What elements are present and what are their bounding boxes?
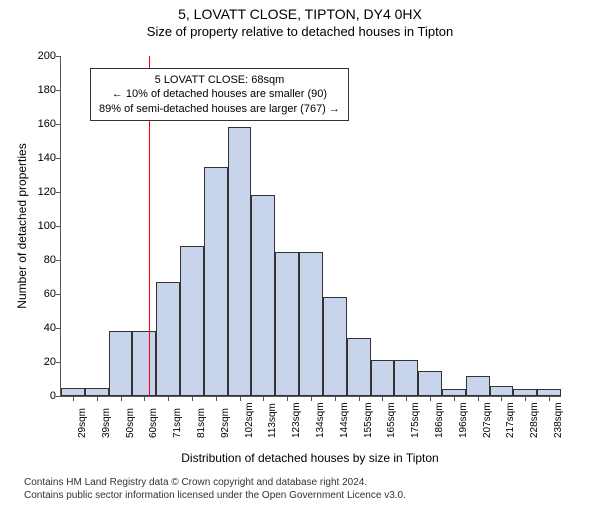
x-tick-mark — [144, 396, 145, 401]
annotation-line1: 5 LOVATT CLOSE: 68sqm — [99, 73, 340, 87]
x-tick-mark — [192, 396, 193, 401]
histogram-bar — [156, 282, 180, 396]
y-tick-label: 120 — [16, 186, 56, 198]
x-tick-mark — [311, 396, 312, 401]
x-tick-label: 60sqm — [148, 408, 159, 438]
y-tick-mark — [56, 226, 61, 227]
x-tick-mark — [97, 396, 98, 401]
y-tick-label: 180 — [16, 84, 56, 96]
histogram-bar — [85, 388, 109, 397]
y-tick-mark — [56, 124, 61, 125]
x-tick-label: 238sqm — [553, 402, 564, 438]
x-tick-mark — [263, 396, 264, 401]
histogram-bar — [204, 167, 228, 397]
x-tick-mark — [430, 396, 431, 401]
x-tick-mark — [168, 396, 169, 401]
x-tick-label: 50sqm — [125, 408, 136, 438]
x-tick-label: 113sqm — [267, 403, 278, 438]
x-tick-mark — [454, 396, 455, 401]
page-subtitle: Size of property relative to detached ho… — [0, 24, 600, 39]
y-tick-label: 140 — [16, 152, 56, 164]
x-tick-mark — [478, 396, 479, 401]
y-tick-label: 0 — [16, 390, 56, 402]
histogram-bar — [418, 371, 442, 397]
histogram-bar — [490, 386, 514, 396]
x-tick-label: 196sqm — [458, 402, 469, 438]
histogram-bar — [61, 388, 85, 397]
page-title: 5, LOVATT CLOSE, TIPTON, DY4 0HX — [0, 6, 600, 22]
histogram-bar — [299, 252, 323, 397]
y-tick-mark — [56, 192, 61, 193]
x-tick-label: 92sqm — [220, 408, 231, 438]
x-tick-label: 144sqm — [339, 402, 350, 438]
y-tick-label: 60 — [16, 288, 56, 300]
histogram-bar — [394, 360, 418, 396]
x-tick-label: 134sqm — [315, 402, 326, 438]
y-tick-label: 40 — [16, 322, 56, 334]
annotation-line2: ← 10% of detached houses are smaller (90… — [99, 87, 340, 101]
footer-line2: Contains public sector information licen… — [24, 489, 406, 502]
x-tick-label: 102sqm — [244, 402, 255, 438]
x-tick-label: 81sqm — [196, 408, 207, 438]
histogram-bar — [537, 389, 561, 396]
annotation-line3: 89% of semi-detached houses are larger (… — [99, 102, 340, 116]
y-tick-label: 100 — [16, 220, 56, 232]
x-tick-mark — [549, 396, 550, 401]
y-tick-label: 20 — [16, 356, 56, 368]
histogram-bar — [109, 331, 133, 396]
x-tick-label: 207sqm — [482, 402, 493, 438]
histogram-bar — [442, 389, 466, 396]
histogram-bar — [180, 246, 204, 396]
histogram-bar — [513, 389, 537, 396]
x-tick-mark — [382, 396, 383, 401]
x-tick-label: 217sqm — [505, 402, 516, 438]
x-tick-label: 29sqm — [77, 408, 88, 438]
histogram-bar — [228, 127, 252, 396]
y-tick-label: 200 — [16, 50, 56, 62]
histogram-bar — [132, 331, 156, 396]
histogram-bar — [251, 195, 275, 396]
x-tick-mark — [406, 396, 407, 401]
y-tick-label: 160 — [16, 118, 56, 130]
y-tick-mark — [56, 56, 61, 57]
x-tick-mark — [240, 396, 241, 401]
x-tick-mark — [501, 396, 502, 401]
y-tick-mark — [56, 90, 61, 91]
x-tick-mark — [216, 396, 217, 401]
x-tick-mark — [335, 396, 336, 401]
x-tick-label: 186sqm — [434, 402, 445, 438]
x-tick-label: 155sqm — [363, 402, 374, 438]
x-tick-label: 175sqm — [410, 402, 421, 438]
x-tick-mark — [525, 396, 526, 401]
histogram-chart: Number of detached properties 0204060801… — [60, 56, 560, 396]
histogram-bar — [347, 338, 371, 396]
x-tick-label: 228sqm — [529, 402, 540, 438]
y-tick-mark — [56, 328, 61, 329]
y-tick-mark — [56, 260, 61, 261]
y-tick-mark — [56, 158, 61, 159]
y-tick-mark — [56, 362, 61, 363]
x-tick-mark — [287, 396, 288, 401]
y-tick-mark — [56, 396, 61, 397]
histogram-bar — [275, 252, 299, 397]
x-tick-mark — [359, 396, 360, 401]
x-tick-label: 71sqm — [172, 408, 183, 438]
histogram-bar — [371, 360, 395, 396]
y-tick-mark — [56, 294, 61, 295]
footer-attribution: Contains HM Land Registry data © Crown c… — [24, 476, 406, 502]
y-tick-label: 80 — [16, 254, 56, 266]
x-tick-label: 165sqm — [386, 402, 397, 438]
x-axis-label: Distribution of detached houses by size … — [60, 451, 560, 465]
x-tick-label: 39sqm — [101, 408, 112, 438]
histogram-bar — [323, 297, 347, 396]
x-tick-mark — [73, 396, 74, 401]
footer-line1: Contains HM Land Registry data © Crown c… — [24, 476, 406, 489]
x-tick-label: 123sqm — [291, 402, 302, 438]
annotation-box: 5 LOVATT CLOSE: 68sqm ← 10% of detached … — [90, 68, 349, 121]
histogram-bar — [466, 376, 490, 396]
x-tick-mark — [121, 396, 122, 401]
